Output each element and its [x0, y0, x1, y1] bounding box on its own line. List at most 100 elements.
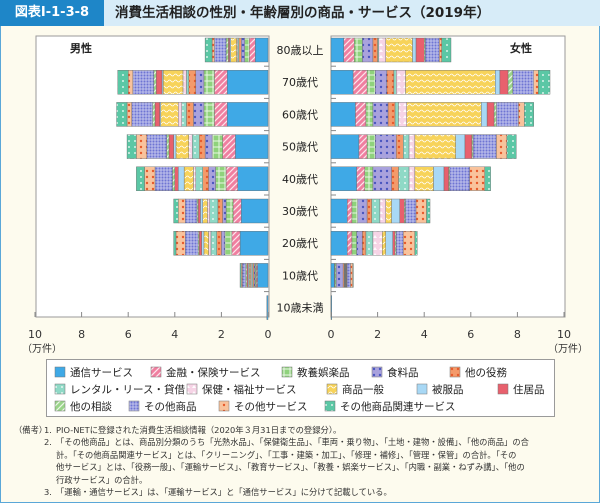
bar-segment-female [350, 263, 354, 288]
note-number: 2. [44, 437, 52, 448]
bar-segment-male [155, 69, 163, 95]
bar-segment-female [408, 166, 416, 192]
bar-segment-male [144, 166, 156, 192]
bar-segment-female [372, 102, 389, 127]
bar-segment-female [357, 198, 368, 224]
bar-segment-male [199, 134, 206, 159]
bar-segment-male [197, 198, 201, 224]
bar-segment-female [425, 37, 440, 63]
x-tick-label-female: 4 [421, 328, 428, 341]
x-tick-label-female: 10 [557, 328, 571, 341]
bar-segment-male [182, 69, 187, 95]
bar-segment-female [472, 134, 497, 159]
female-label: 女性 [510, 41, 532, 55]
bar-segment-female [330, 102, 356, 127]
bar-segment-female [364, 166, 374, 192]
bar-segment-female [495, 69, 501, 95]
bar-segment-female [512, 69, 534, 95]
notes-label: （備考） [14, 425, 48, 435]
bar-segment-male [193, 102, 205, 127]
x-tick-label-male: 4 [171, 328, 178, 341]
x-tick-label-female: 2 [374, 328, 381, 341]
bar-segment-male [214, 69, 228, 95]
bar-segment-female [464, 134, 473, 159]
x-tick-label-male: 8 [78, 328, 85, 341]
note-number: 3. [44, 487, 52, 497]
x-tick-label-female: 0 [328, 328, 335, 341]
bar-segment-female [330, 37, 345, 63]
bar-segment-female [405, 69, 496, 95]
bar-segment-female [518, 102, 525, 127]
note-text: 「運輸・通信サービス」は、「運輸サービス」と「通信サービス」に分けて記載している… [56, 487, 392, 497]
bar-segment-male [173, 198, 179, 224]
bar-segment-female [335, 263, 344, 288]
bar-segment-male [237, 166, 269, 192]
category-label: 50歳代 [282, 141, 318, 154]
bar-segment-male [257, 263, 269, 288]
legend-swatch [281, 366, 293, 378]
category-label: 60歳代 [282, 108, 318, 121]
bar-segment-male [168, 134, 174, 159]
bar-segment-female [396, 134, 404, 159]
bar-segment-male [154, 166, 173, 192]
bar-segment-male [203, 69, 215, 95]
bar-segment-male [136, 134, 148, 159]
bar-segment-male [195, 166, 203, 192]
note-line: 3. 「運輸・通信サービス」は、「運輸サービス」と「通信サービス」に分けて記載して… [44, 486, 392, 498]
legend-swatch [326, 383, 338, 395]
bar-segment-female [358, 134, 368, 159]
bar-segment-male [227, 102, 269, 127]
bar-segment-male [230, 37, 237, 63]
bar-segment-female [330, 198, 348, 224]
bar-segment-female [371, 198, 381, 224]
note-line: 他サービス」とは、「役務一般」、「運輸サービス」、「教育サービス」、「教養・娯楽… [44, 461, 525, 473]
bar-segment-female [403, 134, 410, 159]
bar-segment-male [242, 263, 247, 288]
bar-segment-male [225, 37, 229, 63]
bar-segment-male [244, 37, 250, 63]
bar-segment-female [506, 134, 517, 159]
bar-segment-female [507, 69, 513, 95]
bar-segment-male [221, 230, 226, 256]
bar-segment-female [415, 37, 425, 63]
bar-segment-female [365, 230, 374, 256]
bar-segment-male [224, 230, 233, 256]
legend-label: 被服品 [432, 383, 464, 396]
bar-segment-male [241, 37, 245, 63]
bar-segment-female [439, 37, 442, 63]
bar-segment-male [225, 198, 234, 224]
bar-segment-male [193, 166, 196, 192]
bar-segment-male [214, 37, 227, 63]
legend-swatch [324, 400, 336, 412]
bar-segment-female [372, 166, 392, 192]
legend-label: その他商品関連サービス [340, 400, 456, 413]
bar-segment-female [403, 230, 416, 256]
bar-segment-female [486, 102, 495, 127]
bar-segment-female [469, 166, 485, 192]
bar-segment-male [200, 198, 203, 224]
bar-segment-female [366, 69, 376, 95]
bar-segment-female [362, 230, 367, 256]
bar-segment-male [238, 37, 242, 63]
legend-label: 保健・福祉サービス [202, 383, 297, 396]
bar-segment-male [222, 198, 227, 224]
bar-segment-female [366, 198, 372, 224]
bar-segment-male [117, 69, 129, 95]
bar-segment-female [385, 198, 392, 224]
bar-segment-male [214, 102, 228, 127]
legend-swatch [186, 383, 198, 395]
bar-segment-female [330, 166, 357, 192]
bar-segment-female [414, 166, 434, 192]
bar-segment-male [127, 69, 134, 95]
bar-segment-female [524, 102, 534, 127]
bar-segment-female [355, 102, 367, 127]
bar-segment-female [496, 134, 508, 159]
bar-segment-female [385, 37, 413, 63]
bar-segment-male [211, 37, 215, 63]
bar-segment-male [266, 295, 269, 320]
bar-segment-female [375, 134, 397, 159]
category-label: 20歳代 [282, 237, 318, 250]
bar-segment-male [209, 198, 219, 224]
bar-segment-female [343, 37, 355, 63]
